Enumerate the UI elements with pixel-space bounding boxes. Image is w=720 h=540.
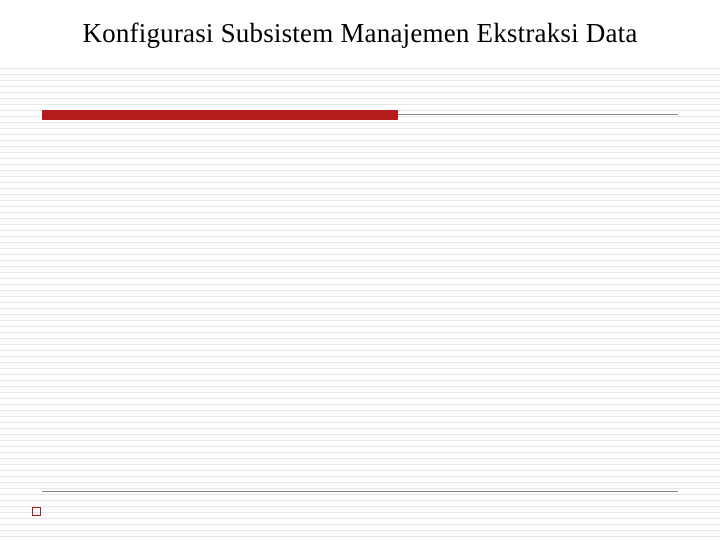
top-rule-red-segment — [42, 110, 398, 120]
bottom-rule — [42, 491, 678, 492]
top-rule-grey-segment — [398, 114, 678, 115]
corner-box-icon — [32, 507, 41, 516]
top-rule — [42, 110, 678, 120]
lined-background — [0, 68, 720, 540]
slide-title: Konfigurasi Subsistem Manajemen Ekstraks… — [0, 18, 720, 49]
slide: Konfigurasi Subsistem Manajemen Ekstraks… — [0, 0, 720, 540]
